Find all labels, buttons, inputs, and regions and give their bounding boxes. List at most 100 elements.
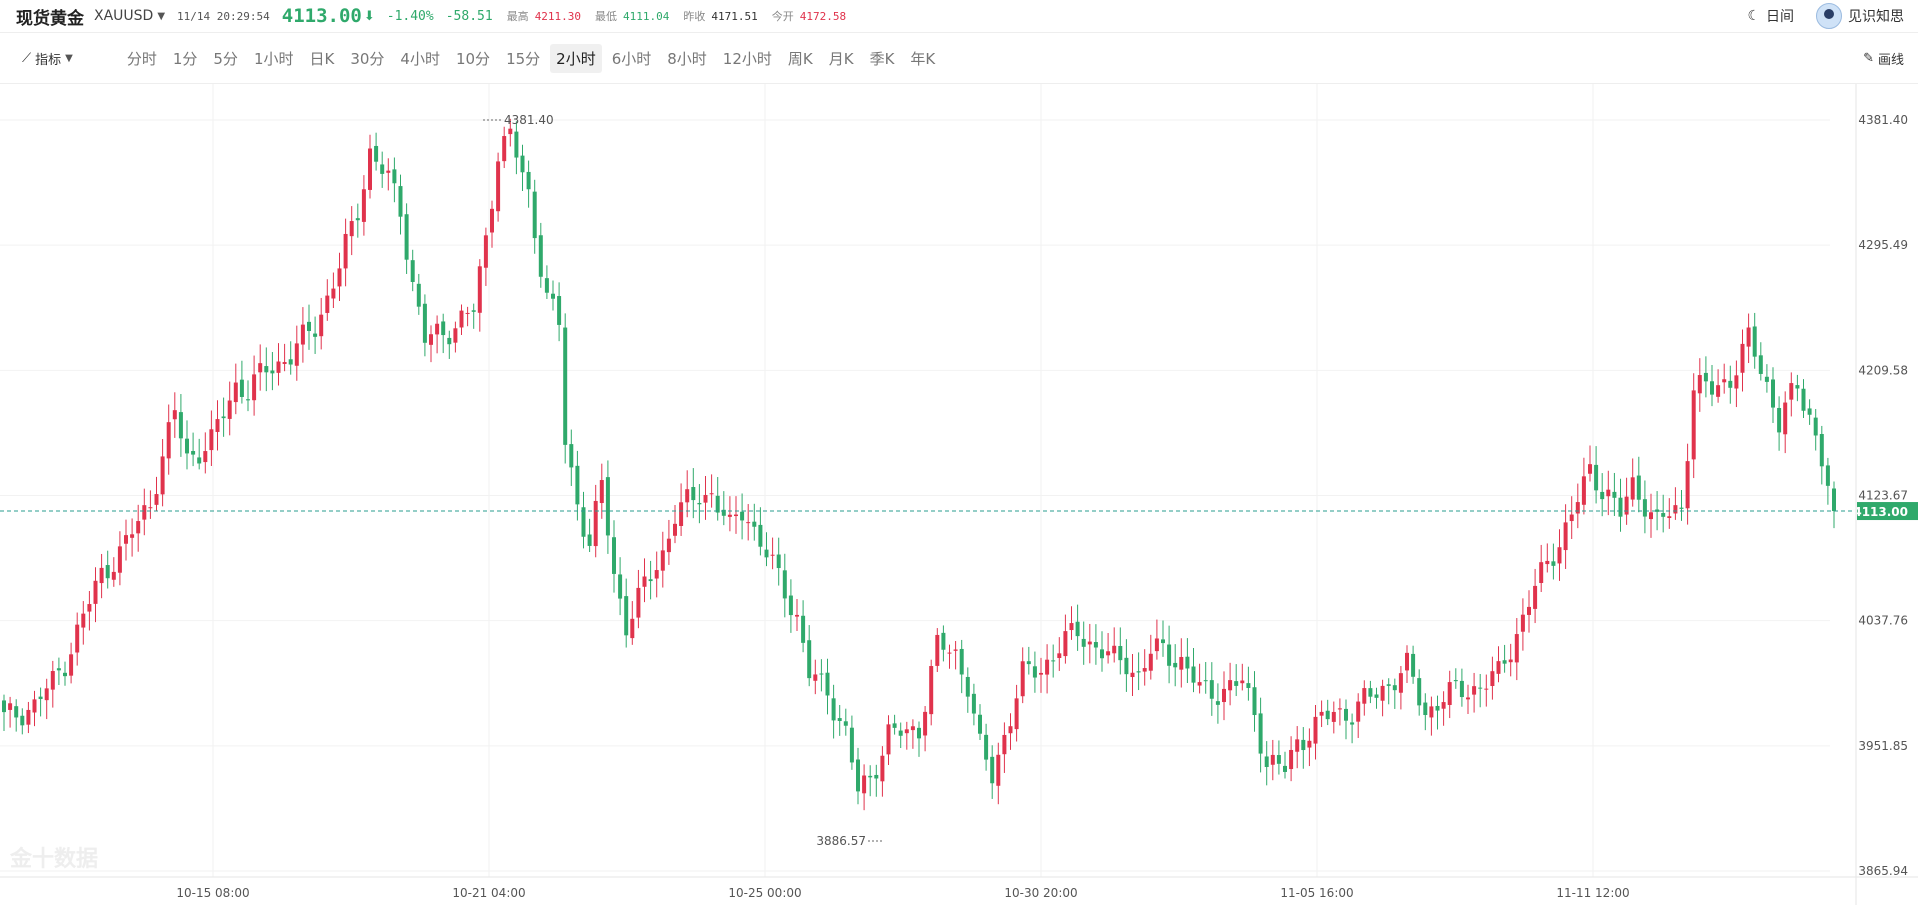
candle-body (1307, 740, 1312, 748)
candle-body (1722, 379, 1727, 383)
candle-body (331, 288, 336, 299)
candle-body (447, 337, 452, 345)
candle-body (1441, 702, 1446, 709)
candle-body (1362, 688, 1367, 704)
candle-body (1008, 726, 1013, 734)
candle-body (1142, 668, 1147, 672)
user-profile[interactable]: 见识知思 (1816, 3, 1904, 29)
tab-period[interactable]: 年K (910, 49, 936, 68)
tab-period[interactable]: 4小时 (400, 49, 440, 68)
last-price-line: 4113.00 (0, 502, 1918, 521)
candle-body (929, 666, 934, 715)
candle-body (642, 576, 647, 587)
candle-body (44, 688, 49, 701)
candle-body (191, 451, 196, 455)
last-price-tag-text: 4113.00 (1853, 505, 1908, 519)
candle-body (788, 595, 793, 616)
candle-body (1106, 651, 1111, 656)
tab-period[interactable]: 6小时 (611, 49, 652, 68)
stat-prev-close-label: 昨收 (683, 10, 706, 23)
candle-body (1344, 708, 1348, 721)
candle-body (1697, 375, 1702, 394)
tab-period[interactable]: 30分 (350, 49, 385, 68)
candle-body (69, 654, 74, 676)
period-tabs: 分时 1分 5分 1小时 日K 30分 4小时 10分 15分 2小时 6小时 … (121, 43, 945, 73)
candle-body (1167, 644, 1172, 666)
candle-body (1258, 713, 1263, 754)
candle-body (984, 734, 989, 760)
candle-body (1276, 755, 1281, 764)
candle-body (1032, 666, 1037, 678)
x-tick-label: 10-15 08:00 (176, 886, 249, 900)
candle-body (215, 419, 220, 432)
candle-body (734, 514, 738, 517)
candle-body (752, 521, 757, 527)
candle-body (1417, 678, 1422, 706)
tab-period[interactable]: 8小时 (667, 49, 707, 68)
candle-body (648, 579, 653, 582)
chart-toolbar: ⟋ 指标 ▼ 分时 1分 5分 1小时 日K 30分 4小时 10分 15分 2… (0, 33, 1918, 84)
candle-body (185, 438, 189, 454)
tab-period[interactable]: 1小时 (253, 49, 294, 68)
draw-line-button[interactable]: ✎ 画线 (1863, 49, 1904, 68)
candle-body (581, 507, 586, 537)
candle-body (1203, 680, 1208, 682)
candle-body (1039, 672, 1043, 675)
tab-period[interactable]: 5分 (213, 49, 238, 68)
candle-body (1624, 496, 1629, 515)
candle-body (1832, 488, 1836, 512)
candlestick-chart[interactable]: 金十数据 4113.00 4381.40 4295.49 4209.58 4123.6… (0, 84, 1918, 905)
candle-body (1642, 499, 1647, 517)
candle-body (1685, 461, 1690, 509)
tab-period[interactable]: 12小时 (722, 49, 772, 68)
candle-body (1649, 512, 1653, 520)
candle-body (1222, 688, 1226, 703)
candle-body (770, 554, 775, 556)
candle-body (996, 754, 1001, 786)
candle-body (252, 374, 257, 401)
theme-toggle[interactable]: ☾ 日间 (1747, 6, 1794, 26)
tab-period[interactable]: 10分 (455, 49, 491, 68)
tab-period[interactable]: 季K (869, 49, 895, 68)
stat-high: 最高 4211.30 (507, 8, 581, 24)
tab-period[interactable]: 周K (787, 49, 813, 68)
min-price-label: 3886.57 (816, 834, 866, 848)
tab-period[interactable]: 月K (828, 49, 854, 68)
candle-body (1283, 765, 1287, 772)
candle-body (941, 632, 946, 650)
candle-body (526, 171, 531, 190)
watermark-logo: 金十数据 (9, 846, 98, 872)
tab-period[interactable]: 日K (309, 49, 335, 68)
tab-period[interactable]: 1分 (172, 49, 198, 68)
candle-body (1472, 686, 1477, 695)
last-price: 4113.00 (281, 5, 362, 27)
candle-body (660, 550, 665, 571)
tab-period[interactable]: 15分 (506, 49, 541, 68)
tab-period[interactable]: 分时 (126, 49, 157, 68)
stat-open: 今开 4172.58 (772, 8, 846, 24)
candle-body (892, 723, 897, 728)
candle-body (1752, 326, 1757, 357)
candle-body (1435, 705, 1440, 711)
candle-body (1496, 661, 1501, 674)
candle-body (1161, 639, 1165, 644)
indicator-button[interactable]: ⟋ 指标 ▼ (22, 49, 73, 68)
change-value: -58.51 (445, 8, 493, 24)
candle-body (776, 554, 781, 569)
candle-body (1215, 701, 1220, 705)
candle-body (1447, 682, 1452, 705)
candle-body (880, 755, 885, 782)
candle-body (1508, 659, 1513, 663)
candle-body (1057, 653, 1062, 659)
candle-body (276, 361, 281, 373)
candle-body (307, 321, 311, 332)
candle-body (514, 131, 519, 158)
candle-body (917, 727, 921, 739)
candle-body (197, 457, 202, 464)
candle-body (1313, 716, 1318, 744)
candle-body (1045, 659, 1050, 675)
candle-body (1533, 585, 1538, 609)
tab-period-active[interactable]: 2小时 (550, 43, 602, 73)
candle-body (1636, 475, 1641, 500)
symbol-selector[interactable]: XAUUSD ▼ (94, 8, 165, 24)
